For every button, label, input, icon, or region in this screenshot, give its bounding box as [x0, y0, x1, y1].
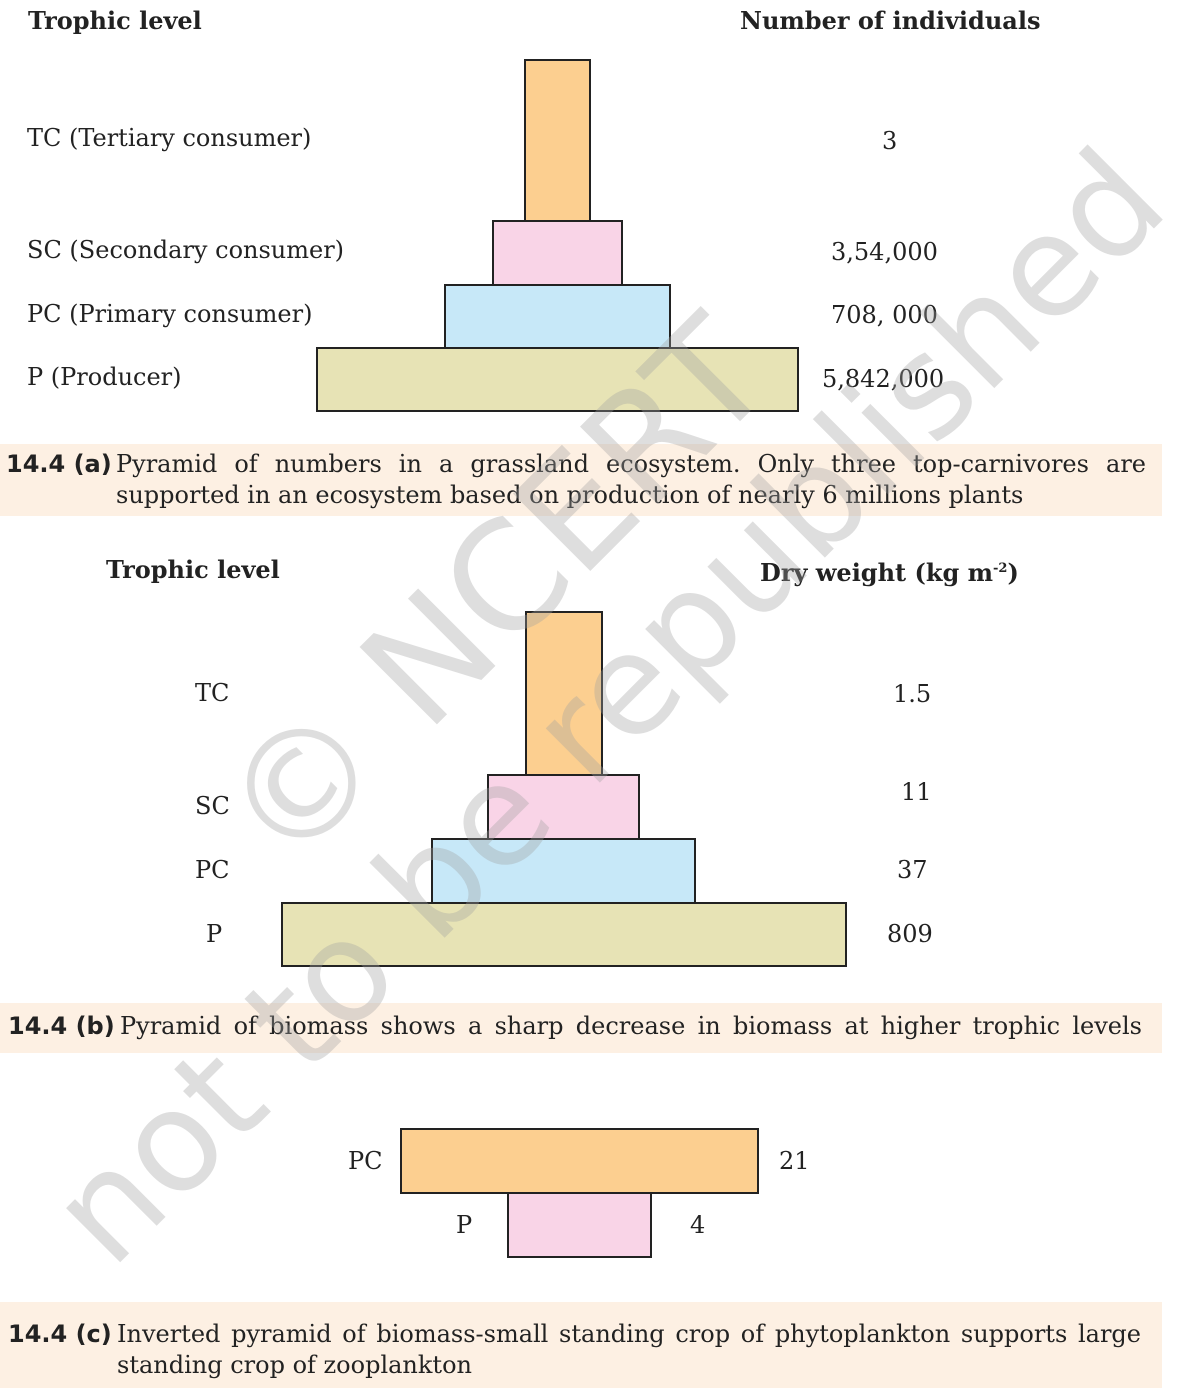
panel-b-value-tc: 1.5 — [893, 680, 932, 708]
panel-a-value-sc: 3,54,000 — [831, 238, 938, 266]
panel-b-label-p: P — [206, 920, 223, 948]
panel-c-block-p — [507, 1192, 652, 1258]
panel-b-label-pc: PC — [195, 856, 230, 884]
panel-b-caption-text: Pyramid of biomass shows a sharp decreas… — [120, 1011, 1142, 1042]
panel-a-value-p: 5,842,000 — [822, 365, 945, 393]
panel-b-block-tc — [525, 611, 603, 776]
panel-a-value-header: Number of individuals — [740, 6, 1041, 35]
panel-c-caption-line1: Inverted pyramid of biomass-small standi… — [117, 1320, 1141, 1348]
panel-b-caption-line1: Pyramid of biomass shows a sharp decreas… — [120, 1012, 1142, 1040]
panel-b-value-header: Dry weight (kg m-2) — [760, 558, 1019, 587]
panel-a-caption-id: 14.4 (a) — [6, 450, 112, 478]
panel-a-caption: 14.4 (a) Pyramid of numbers in a grassla… — [0, 444, 1162, 516]
panel-b-label-sc: SC — [195, 792, 230, 820]
panel-a-block-sc — [492, 220, 623, 286]
panel-c-label-pc: PC — [348, 1147, 383, 1175]
panel-b-value-pc: 37 — [897, 856, 928, 884]
panel-b-value-header-end: ) — [1007, 558, 1019, 587]
panel-a-block-tc — [524, 59, 591, 222]
panel-a-value-pc: 708, 000 — [831, 301, 938, 329]
panel-c-value-p: 4 — [690, 1211, 706, 1239]
panel-c-block-pc — [400, 1128, 759, 1194]
panel-b-value-header-sup: -2 — [993, 561, 1008, 576]
panel-b-block-p — [281, 902, 847, 967]
panel-b-label-tc: TC — [195, 679, 230, 707]
panel-a-trophic-header: Trophic level — [28, 6, 202, 35]
panel-b-value-p: 809 — [887, 920, 933, 948]
panel-a-label-p: P (Producer) — [27, 363, 182, 391]
panel-c-caption-text: Inverted pyramid of biomass-small standi… — [117, 1319, 1141, 1381]
panel-c-label-p: P — [456, 1211, 473, 1239]
panel-a-caption-line2: supported in an ecosystem based on produ… — [116, 481, 1024, 509]
panel-a-label-tc: TC (Tertiary consumer) — [27, 124, 312, 152]
panel-c-caption: 14.4 (c) Inverted pyramid of biomass-sma… — [0, 1302, 1162, 1388]
panel-b-value-header-main: Dry weight (kg m — [760, 558, 993, 587]
panel-b-value-sc: 11 — [901, 778, 932, 806]
panel-a-value-tc: 3 — [882, 127, 898, 155]
panel-b-caption-id: 14.4 (b) — [8, 1012, 115, 1040]
panel-b-caption: 14.4 (b) Pyramid of biomass shows a shar… — [0, 1003, 1162, 1053]
panel-a-label-sc: SC (Secondary consumer) — [27, 236, 345, 264]
panel-c-caption-id: 14.4 (c) — [8, 1320, 112, 1348]
panel-b-trophic-header: Trophic level — [106, 555, 280, 584]
panel-c-caption-line2: standing crop of zooplankton — [117, 1351, 472, 1379]
panel-b-block-pc — [431, 838, 696, 904]
panel-a-caption-line1: Pyramid of numbers in a grassland ecosys… — [116, 450, 1146, 478]
panel-b-block-sc — [487, 774, 640, 840]
panel-a-block-p — [316, 347, 799, 412]
panel-a-caption-text: Pyramid of numbers in a grassland ecosys… — [116, 449, 1146, 511]
panel-c-value-pc: 21 — [779, 1147, 810, 1175]
panel-a-label-pc: PC (Primary consumer) — [27, 300, 313, 328]
panel-a-block-pc — [444, 284, 671, 349]
